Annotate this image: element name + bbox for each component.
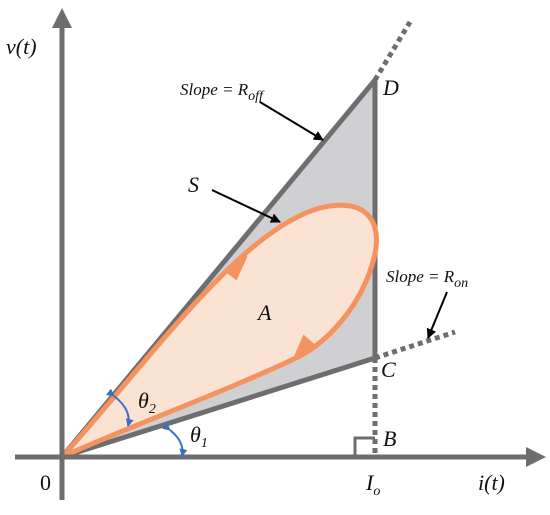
theta1: θ1 (190, 422, 208, 451)
base: θ (138, 388, 149, 413)
labels: v(t) i(t) 0 Io B C D A S Slope = Roff Sl… (6, 34, 505, 499)
pointer (259, 101, 324, 141)
slope-on: Slope = Ron (386, 267, 468, 291)
y-label: v(t) (6, 34, 37, 59)
point-d: D (382, 75, 399, 100)
sub: on (454, 276, 468, 291)
geometry (15, 8, 546, 500)
sub: 1 (201, 436, 208, 451)
area-label: A (256, 300, 272, 325)
extension-on (374, 329, 456, 361)
base: θ (190, 422, 201, 447)
current-label: Io (365, 470, 380, 499)
origin-label: 0 (40, 470, 51, 495)
point-b: B (383, 426, 396, 451)
slope-off: Slope = Roff (180, 80, 265, 104)
right-angle (353, 436, 375, 457)
x-arrow (526, 447, 546, 467)
loop (60, 202, 379, 460)
x-label: i(t) (478, 470, 505, 495)
pointer (426, 291, 448, 339)
sub: 2 (149, 402, 156, 417)
sub: off (248, 89, 265, 104)
base: Slope = R (386, 267, 455, 286)
loop-arrow (225, 254, 248, 281)
loop-arrow (293, 334, 315, 360)
angle-arc (162, 422, 188, 457)
angle-arc (106, 388, 134, 427)
base: Slope = R (180, 80, 249, 99)
base: I (365, 470, 375, 495)
boundary-label: S (188, 172, 199, 197)
y-arrow (52, 8, 72, 28)
extension-off (372, 20, 413, 82)
point-c: C (381, 357, 396, 382)
sub: o (373, 484, 380, 499)
theta2: θ2 (138, 388, 156, 417)
pointer (211, 189, 281, 223)
